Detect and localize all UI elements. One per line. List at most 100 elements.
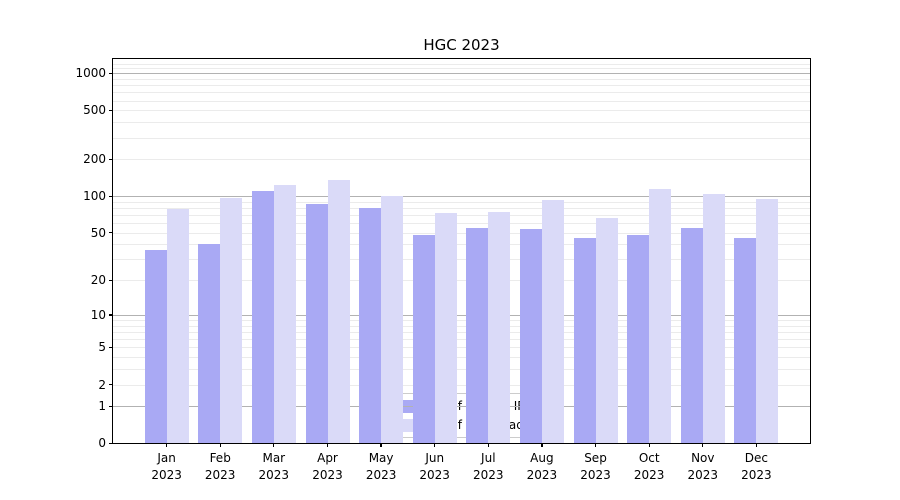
gridline-major: [113, 406, 810, 408]
x-tick-label: Nov 2023: [675, 450, 731, 483]
bar-nb-of-distinct-ips-jan: [144, 249, 167, 443]
gridline-minor: [113, 137, 810, 139]
bar-nb-of-distinct-ips-aug: [519, 228, 542, 443]
x-tick-month: Jan: [157, 451, 176, 465]
gridline-minor: [113, 68, 810, 70]
gridline-minor: [113, 339, 810, 341]
gridline-minor: [113, 280, 810, 282]
gridline-major: [113, 314, 810, 316]
gridline-minor: [113, 122, 810, 124]
x-tick-year: 2023: [258, 467, 290, 482]
x-tick-mark: [648, 443, 650, 447]
bar-nb-of-downloads-jul: [488, 212, 511, 443]
y-tick-label: 20: [90, 273, 106, 288]
bar-nb-of-distinct-ips-apr: [305, 203, 328, 443]
bar-nb-of-distinct-ips-mar: [251, 191, 274, 443]
gridline-minor: [113, 244, 810, 246]
gridline-minor: [113, 331, 810, 333]
x-tick-year: 2023: [687, 467, 719, 482]
bar-nb-of-distinct-ips-sep: [573, 238, 596, 443]
bar-nb-of-distinct-ips-oct: [627, 234, 650, 443]
y-tick-mark: [109, 158, 113, 160]
x-tick-year: 2023: [633, 467, 665, 482]
x-tick-mark: [273, 443, 275, 447]
gridline-minor: [113, 63, 810, 65]
bar-nb-of-downloads-may: [381, 195, 404, 443]
x-tick-label: Mar 2023: [246, 450, 302, 483]
y-tick-label: 500: [83, 103, 106, 118]
x-tick-month: Aug: [530, 451, 554, 465]
gridline-minor: [113, 259, 810, 261]
x-tick-month: Nov: [691, 451, 715, 465]
y-tick-mark: [109, 195, 113, 197]
y-tick-label: 5: [98, 340, 106, 355]
y-tick-label: 10: [90, 307, 106, 322]
y-tick-label: 200: [83, 152, 106, 167]
bar-nb-of-distinct-ips-dec: [734, 238, 757, 443]
gridline-minor: [113, 110, 810, 112]
x-tick-label: Feb 2023: [192, 450, 248, 483]
gridline-minor: [113, 357, 810, 359]
bar-nb-of-downloads-nov: [702, 193, 725, 443]
gridline-minor: [113, 223, 810, 225]
bar-nb-of-distinct-ips-jul: [466, 227, 489, 443]
gridline-minor: [113, 320, 810, 321]
x-tick-month: Oct: [638, 451, 660, 465]
x-tick-month: Sep: [584, 451, 607, 465]
x-tick-month: Apr: [317, 451, 338, 465]
bar-nb-of-downloads-oct: [649, 188, 672, 443]
legend-row: Nb of downloads: [386, 418, 537, 432]
x-tick-mark: [541, 443, 543, 447]
y-tick-label: 1: [98, 399, 106, 414]
x-tick-label: Jun 2023: [407, 450, 463, 483]
bar-nb-of-distinct-ips-feb: [198, 244, 221, 443]
y-tick-mark: [109, 383, 113, 386]
x-tick-year: 2023: [365, 467, 397, 482]
y-tick-label: 50: [90, 225, 106, 240]
x-tick-year: 2023: [473, 467, 504, 482]
y-tick-mark: [109, 314, 113, 316]
x-tick-label: Aug 2023: [514, 450, 570, 483]
bar-nb-of-downloads-jan: [166, 209, 189, 443]
x-tick-mark: [702, 443, 704, 447]
x-tick-year: 2023: [419, 467, 450, 482]
x-tick-year: 2023: [204, 467, 236, 482]
y-tick-mark: [109, 232, 113, 234]
x-tick-month: Feb: [209, 451, 231, 465]
x-tick-month: May: [368, 451, 394, 465]
bar-nb-of-downloads-mar: [273, 184, 296, 443]
x-tick-month: Dec: [744, 451, 768, 465]
gridline-minor: [113, 347, 810, 349]
bar-nb-of-distinct-ips-may: [359, 208, 382, 443]
gridline-minor: [113, 100, 810, 102]
y-tick-label: 0: [98, 436, 106, 451]
y-tick-label: 2: [98, 377, 106, 392]
x-tick-mark: [755, 443, 758, 447]
x-tick-label: Jul 2023: [460, 450, 516, 483]
x-tick-year: 2023: [526, 467, 558, 482]
y-tick-label: 100: [83, 189, 106, 204]
x-tick-month: Jun: [425, 451, 445, 465]
gridline-major: [113, 196, 810, 198]
chart-title: HGC 2023: [423, 36, 500, 54]
x-tick-label: May 2023: [353, 450, 409, 483]
gridline-minor: [113, 325, 810, 327]
bar-nb-of-downloads-jun: [434, 212, 457, 443]
y-tick-label: 1000: [75, 66, 106, 81]
gridline-major: [113, 73, 810, 75]
gridline-minor: [113, 208, 810, 209]
gridline-minor: [113, 215, 810, 216]
x-tick-mark: [326, 443, 329, 447]
bar-nb-of-distinct-ips-nov: [680, 227, 703, 443]
x-tick-year: 2023: [312, 467, 343, 482]
x-tick-label: Dec 2023: [728, 450, 784, 483]
x-tick-label: Jan 2023: [139, 450, 195, 483]
x-tick-mark: [487, 443, 489, 447]
gridline-minor: [113, 85, 810, 87]
x-tick-mark: [434, 443, 436, 447]
gridline-minor: [113, 79, 810, 80]
y-tick-mark: [109, 442, 113, 444]
x-tick-month: Jul: [481, 451, 496, 465]
gridline-minor: [113, 92, 810, 94]
